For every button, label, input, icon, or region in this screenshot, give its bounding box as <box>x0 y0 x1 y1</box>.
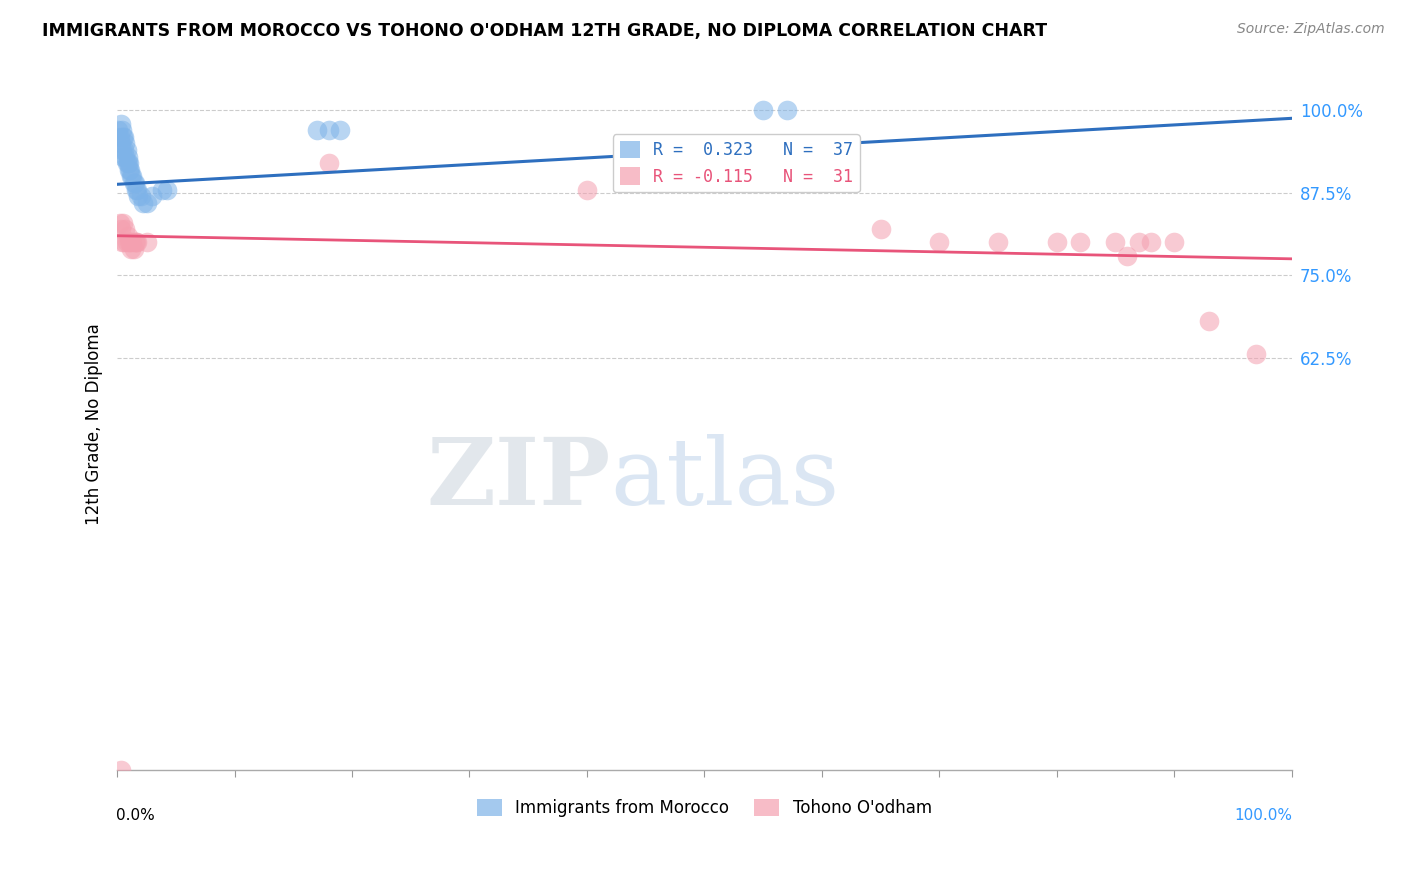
Point <box>775 103 797 118</box>
Text: Source: ZipAtlas.com: Source: ZipAtlas.com <box>1237 22 1385 37</box>
Point <box>112 150 135 164</box>
Text: 100.0%: 100.0% <box>1234 808 1292 823</box>
Point <box>135 195 157 210</box>
Point <box>1163 235 1185 250</box>
Text: IMMIGRANTS FROM MOROCCO VS TOHONO O'ODHAM 12TH GRADE, NO DIPLOMA CORRELATION CHA: IMMIGRANTS FROM MOROCCO VS TOHONO O'ODHA… <box>42 22 1047 40</box>
Point <box>115 235 138 250</box>
Point <box>112 215 135 229</box>
Point <box>110 136 132 151</box>
Point <box>1198 314 1220 328</box>
Point <box>120 162 142 177</box>
Point <box>111 123 134 137</box>
Point <box>1069 235 1091 250</box>
Point <box>114 222 136 236</box>
Point <box>928 235 950 250</box>
Point <box>112 143 135 157</box>
Point <box>117 156 139 170</box>
Y-axis label: 12th Grade, No Diploma: 12th Grade, No Diploma <box>86 323 103 524</box>
Point <box>107 123 129 137</box>
Point <box>110 222 132 236</box>
Point <box>115 143 138 157</box>
Point <box>329 123 352 137</box>
Point <box>305 123 328 137</box>
Point <box>121 235 143 250</box>
Point <box>132 195 155 210</box>
Point <box>111 143 134 157</box>
Point <box>1116 248 1139 262</box>
Point <box>987 235 1010 250</box>
Point <box>118 156 141 170</box>
Point <box>127 183 149 197</box>
Point <box>121 169 143 184</box>
Point <box>318 156 340 170</box>
Point <box>1046 235 1069 250</box>
Point <box>141 189 163 203</box>
Point <box>127 235 149 250</box>
Point <box>117 228 139 243</box>
Point <box>124 235 146 250</box>
Point <box>111 235 134 250</box>
Point <box>108 129 131 144</box>
Point <box>110 763 132 777</box>
Legend: Immigrants from Morocco, Tohono O'odham: Immigrants from Morocco, Tohono O'odham <box>470 792 938 824</box>
Point <box>118 235 141 250</box>
Point <box>114 150 136 164</box>
Point <box>120 242 142 256</box>
Point <box>155 183 177 197</box>
Point <box>1104 235 1126 250</box>
Point <box>120 169 142 184</box>
Point <box>114 136 136 151</box>
Point <box>118 162 141 177</box>
Point <box>575 183 598 197</box>
Point <box>127 189 149 203</box>
Point <box>122 242 145 256</box>
Point <box>117 150 139 164</box>
Text: ZIP: ZIP <box>426 434 610 524</box>
Point <box>112 129 135 144</box>
Point <box>869 222 891 236</box>
Point <box>115 156 138 170</box>
Point <box>124 176 146 190</box>
Point <box>125 235 148 250</box>
Point <box>122 176 145 190</box>
Point <box>1128 235 1150 250</box>
Text: atlas: atlas <box>610 434 839 524</box>
Point <box>120 235 142 250</box>
Point <box>129 189 152 203</box>
Point <box>112 235 135 250</box>
Point <box>110 117 132 131</box>
Point <box>752 103 775 118</box>
Text: 0.0%: 0.0% <box>117 808 155 823</box>
Point <box>135 235 157 250</box>
Point <box>1246 347 1268 361</box>
Point <box>150 183 173 197</box>
Point <box>112 129 135 144</box>
Point <box>318 123 340 137</box>
Point <box>1139 235 1161 250</box>
Point <box>108 215 131 229</box>
Point <box>125 183 148 197</box>
